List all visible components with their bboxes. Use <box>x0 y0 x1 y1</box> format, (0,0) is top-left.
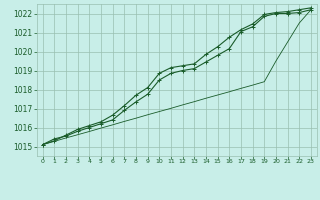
Text: Graphe pression niveau de la mer (hPa): Graphe pression niveau de la mer (hPa) <box>60 183 260 192</box>
